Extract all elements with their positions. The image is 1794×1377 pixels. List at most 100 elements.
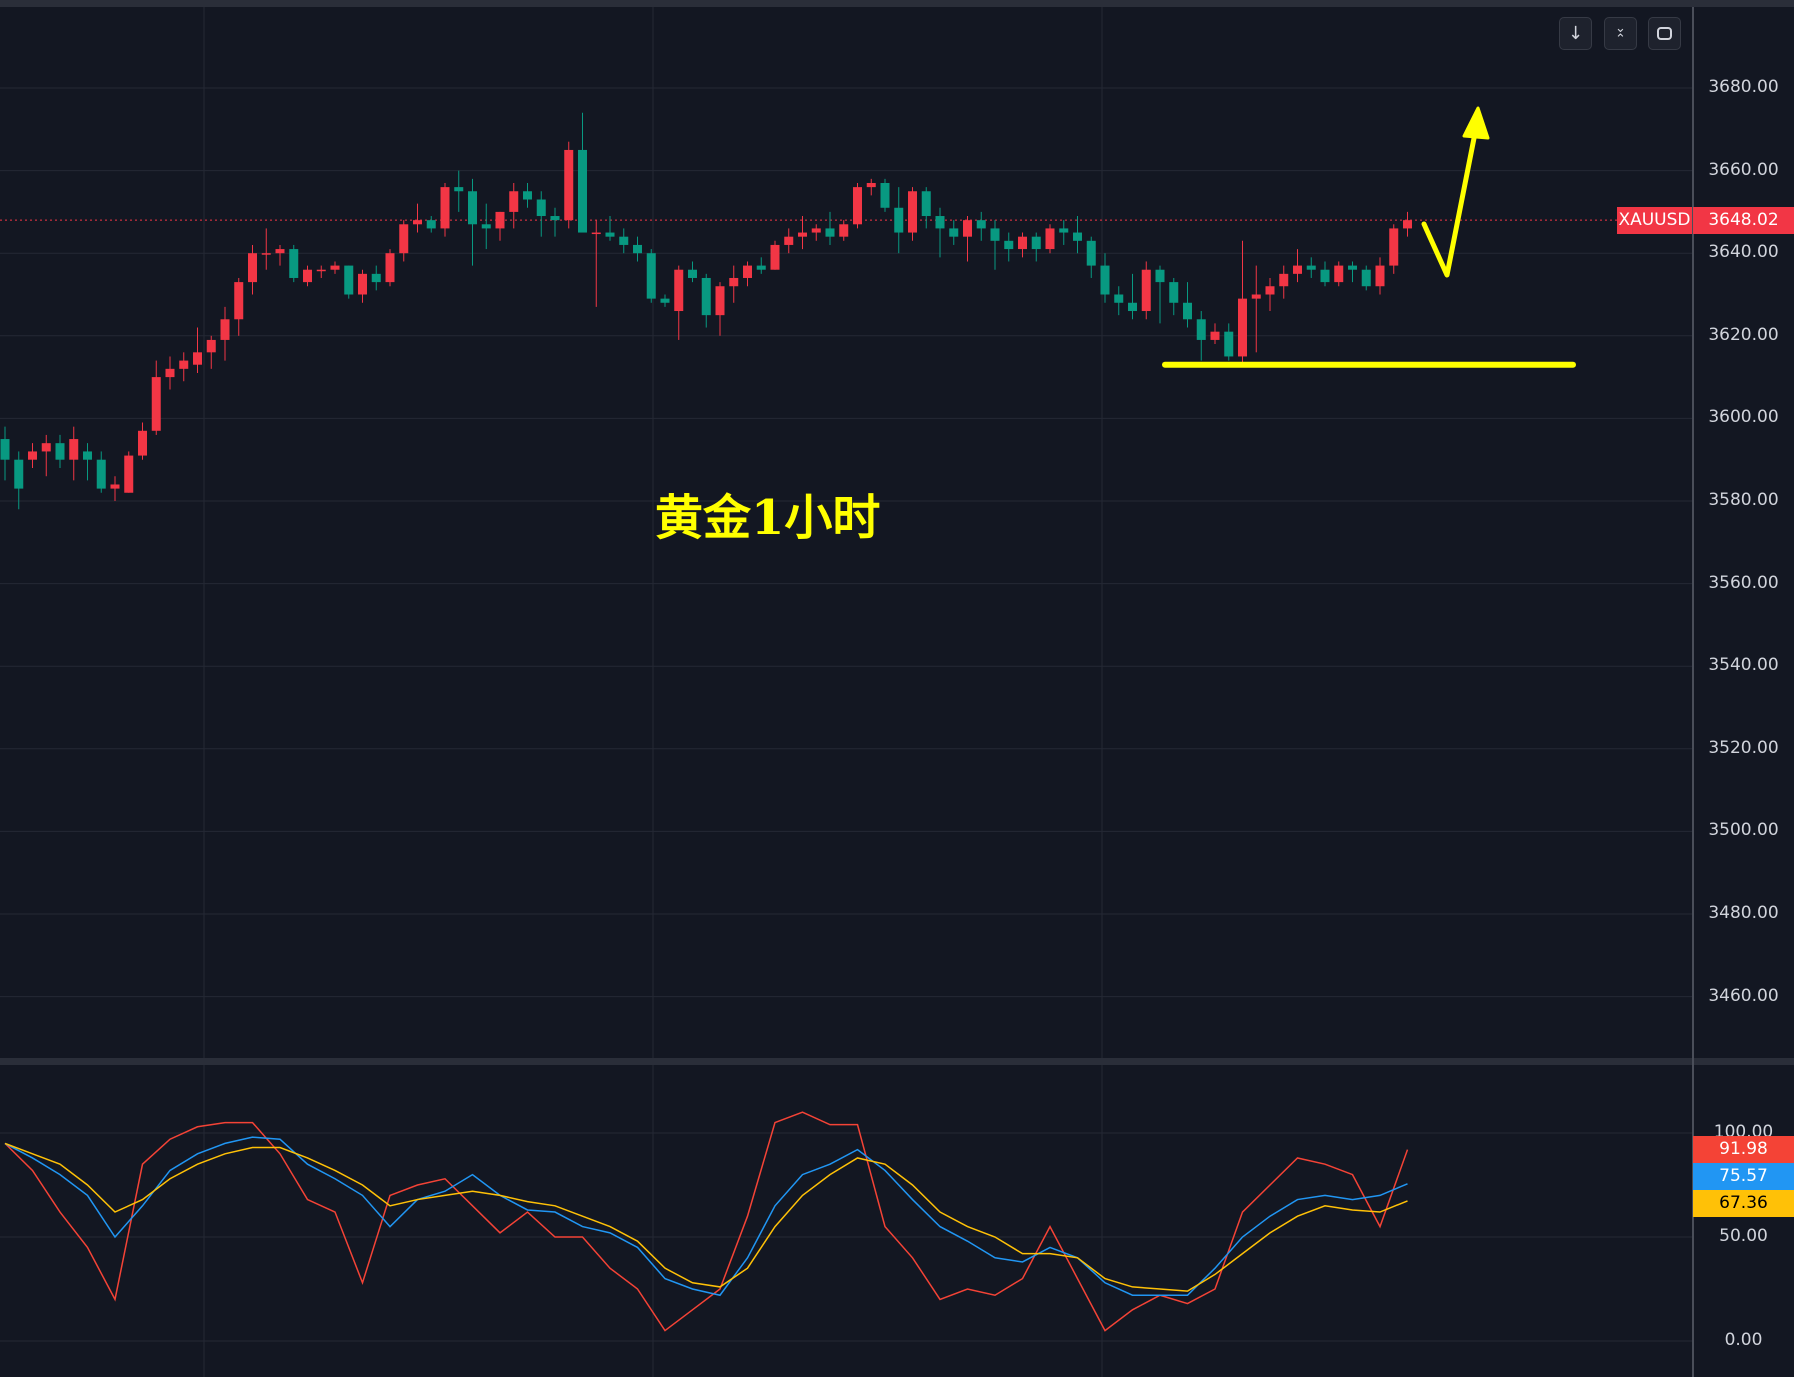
candle-body	[1004, 240, 1014, 250]
candle-body	[1210, 331, 1220, 340]
candle-body	[688, 269, 697, 278]
candle-body	[1018, 236, 1027, 250]
candle-body	[261, 253, 271, 255]
candle-body	[743, 265, 752, 278]
candle-body	[1114, 294, 1124, 303]
candle-body	[866, 182, 876, 188]
candle-body	[701, 277, 711, 316]
price-axis-label: 3460.00	[1708, 985, 1779, 1006]
candle-body	[509, 191, 519, 212]
price-axis-label: 3660.00	[1708, 159, 1779, 180]
candle-body	[0, 439, 10, 460]
candle-body	[1059, 228, 1069, 233]
scroll-to-latest-button[interactable]: ↓	[1559, 17, 1592, 50]
candle-body	[234, 282, 244, 320]
price-axis-label: 3640.00	[1708, 242, 1779, 263]
candle-body	[798, 232, 807, 237]
candle-body	[1169, 282, 1179, 303]
candle-body	[605, 232, 615, 237]
osc-blue-value-tag: 75.57	[1693, 1163, 1794, 1190]
candle-body	[413, 220, 422, 225]
osc-yellow-value-tag: 67.36	[1693, 1190, 1794, 1217]
candle-body	[756, 265, 766, 270]
oscillator-line-yellow	[4, 1142, 1408, 1292]
chart-annotation-title: 黄金1小时	[655, 490, 881, 546]
top-border	[0, 0, 1794, 7]
candle-body	[825, 228, 835, 237]
price-axis-label: 3620.00	[1708, 324, 1779, 345]
candle-body	[633, 244, 642, 254]
candle-body	[935, 216, 945, 229]
price-axis-label: 3560.00	[1708, 572, 1779, 593]
candle-body	[83, 451, 92, 460]
price-axis-label: 3540.00	[1708, 655, 1779, 676]
price-axis-label: 3520.00	[1708, 737, 1779, 758]
candle-body	[853, 187, 862, 225]
price-axis-label: 3680.00	[1708, 77, 1779, 97]
candle-body	[289, 249, 299, 278]
candle-body	[880, 182, 890, 208]
candle-body	[41, 443, 51, 452]
candle-body	[729, 277, 739, 287]
candle-body	[784, 236, 794, 245]
candle-body	[1334, 265, 1344, 283]
maximize-pane-button[interactable]	[1648, 17, 1681, 50]
symbol-tag: XAUUSD	[1617, 207, 1692, 234]
candle-body	[1361, 269, 1371, 287]
candle-body	[770, 244, 780, 270]
candle-body	[523, 191, 532, 200]
candle-body	[179, 360, 189, 369]
fullscreen-icon	[1657, 27, 1672, 40]
forecast-arrow-path	[1421, 115, 1481, 278]
candle-body	[1375, 265, 1385, 287]
candle-body	[55, 443, 65, 460]
candle-body	[1100, 265, 1110, 295]
candle-body	[1403, 220, 1412, 229]
candle-body	[1293, 265, 1302, 274]
candle-body	[468, 191, 477, 225]
candle-body	[908, 191, 917, 233]
collapse-pane-button[interactable]: ⌄ ⌃	[1604, 17, 1637, 50]
price-axis-label: 3600.00	[1708, 407, 1779, 428]
candle-body	[14, 459, 24, 489]
price-axis-label: 3500.00	[1708, 820, 1779, 841]
candle-body	[674, 269, 684, 312]
candle-body	[536, 199, 546, 217]
candle-body	[1141, 269, 1151, 312]
candle-body	[96, 459, 106, 489]
candle-body	[1265, 286, 1275, 295]
candle-body	[1224, 331, 1234, 357]
candle-body	[28, 451, 37, 460]
candle-body	[564, 149, 574, 221]
candle-body	[151, 377, 161, 431]
candle-body	[550, 216, 560, 221]
candle-body	[1045, 228, 1055, 250]
candle-body	[193, 352, 202, 365]
candle-body	[894, 207, 904, 233]
candle-body	[1320, 269, 1330, 283]
price-axis-label: 3480.00	[1708, 903, 1779, 923]
candle-body	[1086, 240, 1096, 266]
candle-body	[963, 220, 972, 237]
candle-body	[1348, 265, 1357, 270]
candle-body	[1031, 236, 1041, 250]
pane-separator[interactable]	[0, 1058, 1794, 1065]
last-price-tag: 3648.02	[1693, 207, 1794, 234]
price-axis-label: 3580.00	[1708, 490, 1779, 510]
candle-body	[990, 228, 1000, 241]
candle-body	[206, 339, 216, 353]
candle-body	[619, 236, 629, 245]
candle-body	[454, 187, 464, 192]
forecast-arrowhead	[1462, 106, 1490, 140]
candle-body	[839, 224, 849, 237]
candle-body	[248, 253, 257, 283]
candle-body	[715, 286, 725, 316]
candle-body	[976, 220, 986, 229]
candle-body	[495, 211, 505, 229]
candle-body	[1306, 265, 1316, 270]
oscillator-line-blue	[4, 1136, 1408, 1297]
arrow-down-icon: ↓	[1567, 23, 1584, 44]
candle-body	[330, 265, 340, 270]
candle-body	[399, 224, 409, 254]
